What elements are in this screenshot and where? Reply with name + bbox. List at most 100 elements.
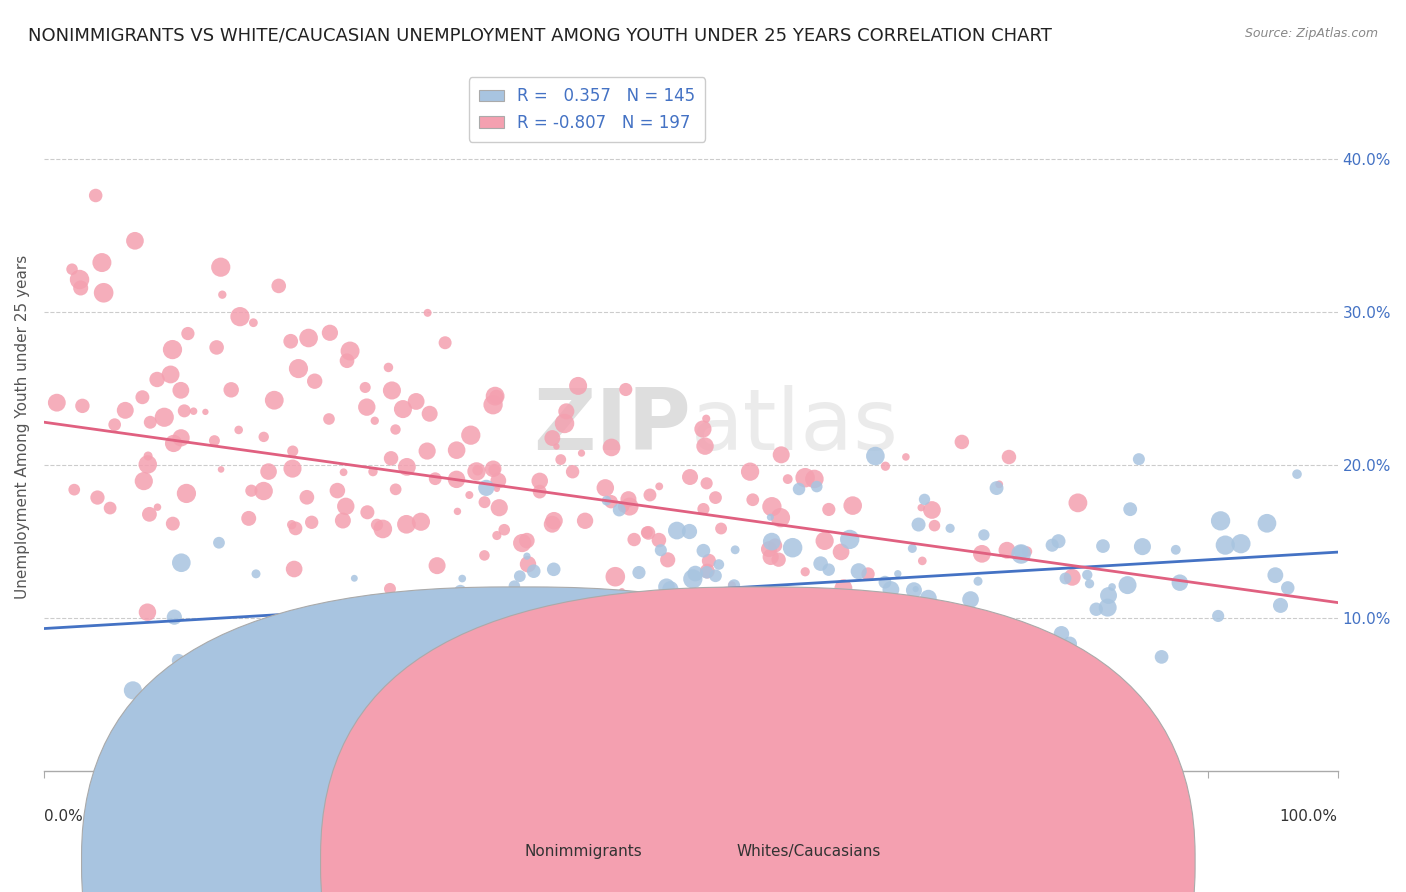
Point: [741, 492, 763, 507]
Point: [301, 516, 323, 530]
Point: [768, 552, 790, 566]
Point: [830, 615, 852, 629]
Point: [482, 398, 505, 412]
Point: [391, 663, 413, 677]
Point: [679, 470, 702, 484]
Point: [170, 556, 193, 570]
Point: [758, 542, 780, 557]
Point: [873, 575, 896, 590]
Point: [371, 522, 394, 536]
Point: [1010, 545, 1032, 559]
Point: [253, 483, 276, 498]
Point: [467, 463, 489, 477]
Point: [474, 549, 496, 563]
Point: [1015, 544, 1038, 558]
Point: [177, 326, 200, 341]
Point: [419, 632, 441, 647]
Point: [806, 479, 828, 493]
Point: [104, 417, 127, 432]
Point: [1101, 580, 1123, 594]
Point: [378, 582, 401, 596]
Point: [848, 564, 870, 578]
Point: [360, 605, 382, 619]
Point: [503, 579, 526, 593]
Point: [304, 374, 326, 388]
Point: [657, 553, 679, 567]
Point: [692, 422, 714, 436]
Point: [546, 615, 568, 630]
Point: [299, 666, 322, 681]
Point: [323, 633, 346, 648]
Point: [817, 502, 839, 516]
Point: [636, 525, 658, 540]
Point: [434, 335, 457, 350]
Point: [1085, 602, 1108, 616]
Point: [332, 514, 354, 528]
Point: [1054, 571, 1077, 585]
Point: [194, 405, 217, 419]
Point: [170, 384, 193, 398]
Point: [208, 535, 231, 549]
Point: [641, 635, 664, 649]
Point: [571, 446, 593, 460]
Point: [901, 541, 924, 556]
Point: [494, 523, 516, 537]
Point: [678, 640, 700, 655]
Point: [870, 660, 893, 674]
Point: [619, 500, 641, 514]
Point: [988, 477, 1011, 491]
Point: [425, 472, 447, 486]
Point: [546, 440, 568, 454]
Point: [1264, 568, 1286, 582]
Point: [139, 415, 162, 429]
Point: [287, 361, 309, 376]
Point: [1078, 576, 1101, 591]
Point: [173, 404, 195, 418]
Point: [817, 563, 839, 577]
Point: [595, 493, 617, 508]
Point: [880, 582, 903, 597]
Point: [1213, 538, 1236, 552]
Point: [648, 479, 671, 493]
Point: [205, 340, 228, 354]
Point: [465, 465, 488, 479]
Point: [280, 517, 302, 532]
Point: [600, 441, 623, 455]
Point: [917, 591, 939, 606]
Point: [921, 503, 943, 517]
Point: [1047, 534, 1070, 549]
Point: [1164, 542, 1187, 557]
Point: [479, 717, 502, 731]
Point: [790, 623, 813, 637]
Point: [638, 488, 661, 502]
Point: [759, 549, 782, 564]
Point: [1150, 649, 1173, 664]
Point: [894, 601, 917, 615]
Point: [787, 482, 810, 496]
Point: [1119, 502, 1142, 516]
Point: [319, 326, 342, 340]
Point: [114, 403, 136, 417]
Point: [335, 500, 357, 514]
Y-axis label: Unemployment Among Youth under 25 years: Unemployment Among Youth under 25 years: [15, 254, 30, 599]
Point: [69, 272, 91, 286]
Point: [617, 492, 640, 507]
Point: [361, 596, 384, 610]
Point: [416, 306, 439, 320]
Point: [648, 710, 671, 724]
Point: [998, 450, 1021, 464]
Point: [461, 591, 484, 605]
Point: [225, 665, 247, 679]
Point: [356, 505, 378, 519]
Point: [146, 372, 169, 386]
Point: [904, 582, 927, 596]
Point: [153, 410, 176, 425]
Point: [607, 503, 630, 517]
Point: [855, 618, 877, 632]
Point: [744, 596, 766, 610]
Point: [60, 262, 83, 277]
Point: [1168, 575, 1191, 590]
Point: [543, 562, 565, 576]
Point: [605, 570, 627, 584]
Point: [794, 471, 817, 485]
